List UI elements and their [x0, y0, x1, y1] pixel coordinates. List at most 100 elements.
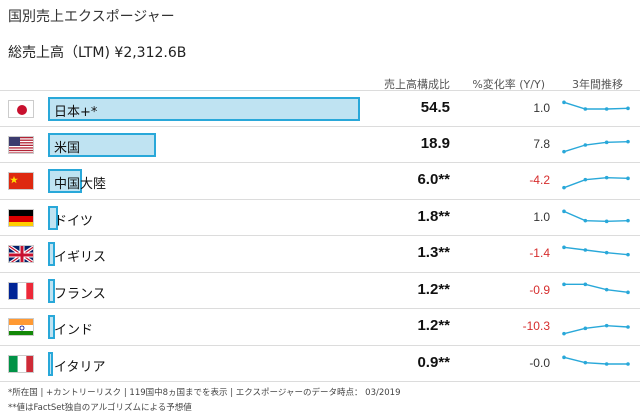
sparkline-point	[626, 218, 630, 222]
sparkline-point	[626, 106, 630, 111]
sparkline-point	[604, 175, 609, 180]
trend-sparkline	[562, 209, 630, 223]
sparkline-point	[604, 107, 609, 111]
sparkline-line	[563, 101, 629, 110]
change-value: -10.3	[522, 319, 550, 333]
change-value: -4.2	[529, 173, 550, 187]
country-table: 日本+* 54.5 1.0 米国 18.9 7.8 中国大陸 6.0** -4.2 ドイツ 1.8*…	[0, 90, 640, 382]
sparkline-point	[583, 177, 588, 182]
share-bar	[48, 278, 55, 303]
share-value: 6.0**	[417, 171, 450, 188]
sparkline-point	[562, 185, 566, 190]
sparkline-point	[562, 209, 566, 213]
country-label: インド	[54, 323, 94, 338]
table-row[interactable]: ドイツ 1.8** 1.0	[0, 200, 640, 236]
share-bar	[48, 205, 59, 230]
country-label: 米国	[54, 140, 81, 156]
sparkline-point	[562, 331, 566, 336]
sparkline-point	[583, 107, 588, 111]
trend-sparkline	[562, 139, 630, 153]
sparkline-line	[563, 246, 629, 256]
page-title: 国別売上エクスポージャー	[8, 9, 175, 25]
change-value: 1.0	[533, 101, 550, 115]
china-flag-icon	[8, 172, 34, 190]
sparkline-point	[626, 176, 630, 181]
share-bar	[48, 242, 56, 266]
table-row[interactable]: 日本+* 54.5 1.0	[0, 90, 640, 127]
sparkline-point	[583, 282, 588, 286]
share-value: 1.2**	[417, 280, 450, 298]
sparkline-point	[562, 245, 566, 250]
share-value: 18.9	[420, 134, 450, 152]
trend-sparkline	[562, 323, 630, 336]
share-bar	[48, 315, 55, 339]
sparkline-line	[564, 283, 629, 293]
sparkline-line	[563, 356, 628, 365]
sparkline-point	[604, 250, 609, 255]
country-label: 中国大陸	[54, 177, 107, 192]
header-trend: 3年間推移	[572, 78, 623, 91]
table-row[interactable]: イタリア 0.9** -0.0	[0, 346, 640, 382]
share-bar	[48, 351, 54, 376]
sparkline-point	[583, 142, 588, 147]
sparkline-point	[562, 149, 566, 153]
sparkline-point	[583, 248, 588, 252]
trend-sparkline	[562, 175, 630, 190]
share-value: 1.2**	[417, 317, 450, 334]
germany-flag-icon	[8, 208, 34, 227]
table-row[interactable]: 中国大陸 6.0** -4.2	[0, 163, 640, 200]
sparkline-point	[562, 100, 566, 105]
sparkline-point	[604, 140, 609, 144]
sparkline-point	[626, 290, 630, 294]
sparkline-point	[604, 361, 609, 366]
share-value: 54.5	[420, 99, 450, 116]
country-label: 日本+*	[54, 105, 98, 120]
trend-sparkline	[562, 282, 630, 294]
change-value: -0.0	[529, 355, 550, 370]
country-label: イタリア	[54, 359, 106, 375]
sparkline-line	[563, 210, 629, 222]
sparkline-point	[562, 282, 566, 286]
change-value: 7.8	[533, 136, 550, 151]
country-label: フランス	[54, 286, 106, 302]
france-flag-icon	[8, 281, 34, 300]
share-bar	[48, 97, 360, 121]
table-row[interactable]: フランス 1.2** -0.9	[0, 273, 640, 309]
change-value: 1.0	[533, 209, 550, 224]
sparkline-point	[604, 323, 609, 328]
sparkline-point	[583, 360, 588, 364]
sparkline-point	[604, 287, 609, 291]
japan-flag-icon	[8, 100, 34, 118]
trend-sparkline	[562, 245, 630, 257]
share-value: 1.8**	[417, 207, 450, 225]
sparkline-point	[626, 139, 630, 143]
india-flag-icon	[8, 318, 34, 336]
table-row[interactable]: 米国 18.9 7.8	[0, 127, 640, 163]
footnote-1: *所在国 | +カントリーリスク | 119国中8ヵ国までを表示 | エクスポー…	[8, 388, 401, 398]
italy-flag-icon	[8, 354, 34, 373]
sparkline-point	[626, 252, 630, 257]
country-label: ドイツ	[54, 213, 94, 229]
table-row[interactable]: イギリス 1.3** -1.4	[0, 236, 640, 273]
usa-flag-icon	[8, 135, 34, 154]
sparkline-line	[563, 140, 629, 152]
share-bar	[48, 132, 157, 157]
trend-sparkline	[562, 355, 630, 366]
table-row[interactable]: インド 1.2** -10.3	[0, 309, 640, 346]
footnote-2: **値はFactSet独自のアルゴリズムによる予想値	[8, 403, 192, 413]
sparkline-line	[563, 324, 629, 335]
total-revenue: 総売上高（LTM) ¥2,312.6B	[8, 45, 187, 61]
header-change: %変化率 (Y/Y)	[472, 78, 545, 91]
share-bar	[48, 169, 83, 193]
header-share: 売上高構成比	[384, 78, 450, 91]
sparkline-point	[604, 219, 609, 223]
share-value: 1.3**	[417, 244, 450, 261]
country-label: イギリス	[54, 250, 107, 265]
share-value: 0.9**	[417, 353, 450, 371]
trend-sparkline	[562, 100, 630, 111]
sparkline-point	[626, 361, 630, 366]
sparkline-point	[583, 218, 588, 222]
change-value: -0.9	[529, 282, 550, 297]
sparkline-line	[563, 176, 629, 189]
sparkline-point	[562, 355, 566, 359]
